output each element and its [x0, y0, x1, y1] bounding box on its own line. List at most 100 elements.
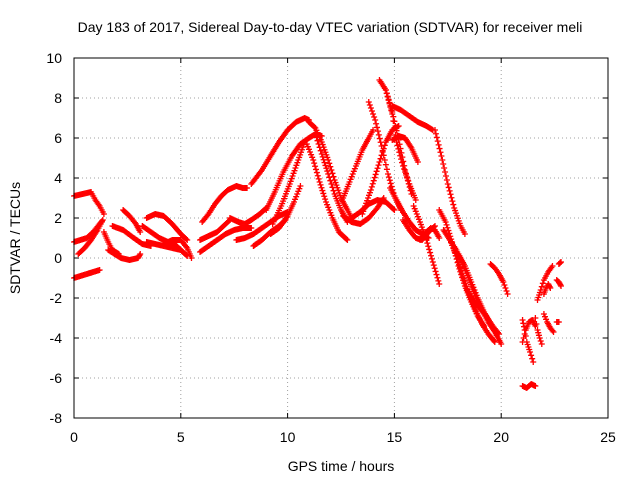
series-arc-19 — [248, 115, 312, 187]
data-point — [325, 171, 332, 177]
data-point — [344, 237, 351, 243]
data-point — [529, 355, 536, 362]
data-point — [436, 235, 443, 241]
data-point — [290, 170, 297, 177]
data-point — [423, 237, 430, 243]
data-point — [432, 130, 439, 137]
y-tick-label: 4 — [54, 170, 62, 186]
data-point — [557, 281, 564, 288]
data-point — [549, 327, 556, 334]
data-point — [395, 145, 402, 152]
data-point — [434, 138, 441, 145]
data-point — [317, 181, 324, 188]
y-tick-label: -8 — [50, 410, 63, 426]
data-point — [415, 216, 422, 223]
data-point — [442, 173, 449, 179]
data-point — [310, 157, 317, 163]
data-point — [390, 118, 397, 124]
x-tick-label: 15 — [387, 429, 403, 445]
data-point — [319, 187, 326, 194]
data-point — [401, 166, 408, 172]
data-point — [183, 243, 190, 250]
data-point — [314, 172, 321, 179]
data-point — [359, 211, 366, 217]
data-point — [370, 127, 377, 133]
data-point — [293, 162, 300, 169]
data-point — [364, 197, 371, 204]
data-point — [327, 163, 334, 170]
data-point — [283, 214, 290, 221]
data-point — [557, 259, 564, 266]
data-point — [327, 177, 334, 184]
data-point — [469, 281, 476, 288]
series-arc-38 — [417, 225, 443, 243]
data-point — [289, 173, 296, 179]
data-point — [382, 161, 389, 168]
data-point — [316, 179, 323, 185]
series-arc-14 — [197, 225, 255, 255]
series-arc-48 — [519, 381, 539, 391]
data-point — [473, 292, 480, 299]
data-point — [366, 102, 373, 108]
series-arc-45 — [487, 261, 511, 297]
y-tick-label: 6 — [54, 130, 62, 146]
data-point — [375, 162, 382, 169]
data-point — [183, 236, 190, 242]
data-point — [321, 159, 328, 166]
data-point — [318, 151, 325, 157]
data-point — [371, 174, 378, 181]
data-point — [292, 165, 299, 171]
series-arc-21 — [269, 139, 308, 227]
data-point — [405, 178, 412, 184]
data-point — [534, 327, 541, 333]
data-point — [378, 143, 385, 149]
data-point — [296, 185, 303, 192]
data-point — [374, 128, 381, 135]
data-point — [330, 173, 337, 180]
data-point — [434, 274, 441, 281]
data-point — [520, 320, 527, 327]
series-arc-52 — [540, 281, 554, 297]
data-point — [366, 192, 373, 199]
series-arc-16 — [226, 205, 270, 227]
y-tick-label: -6 — [50, 370, 63, 386]
data-point — [303, 141, 310, 147]
data-point — [292, 196, 299, 203]
data-point — [328, 212, 335, 219]
series-arc-27 — [340, 127, 377, 201]
data-point — [374, 165, 381, 172]
data-point — [444, 224, 451, 231]
series-arc-32 — [382, 87, 419, 203]
data-point — [538, 283, 545, 290]
series-arc-54 — [555, 259, 565, 267]
data-point — [381, 142, 388, 149]
data-point — [444, 181, 451, 187]
data-point — [329, 184, 336, 191]
data-point — [321, 193, 328, 200]
data-point — [381, 157, 388, 163]
data-point — [528, 352, 535, 359]
data-point — [297, 183, 304, 189]
data-point — [435, 277, 442, 284]
data-point — [362, 203, 369, 209]
data-point — [412, 197, 419, 203]
data-point — [348, 173, 355, 180]
data-point — [558, 283, 565, 289]
data-point — [530, 359, 537, 365]
data-point — [404, 175, 411, 181]
data-point — [312, 163, 319, 170]
data-point — [311, 124, 318, 131]
data-point — [555, 319, 562, 325]
data-point — [294, 159, 301, 166]
data-point — [367, 187, 374, 193]
series-arc-53 — [553, 277, 565, 289]
data-point — [491, 339, 498, 345]
plot-frame — [73, 57, 609, 419]
data-point — [304, 143, 311, 150]
y-tick-label: -2 — [50, 290, 63, 306]
data-point — [315, 141, 322, 147]
data-point — [391, 207, 398, 213]
data-point — [448, 194, 455, 201]
series-arc-34 — [389, 133, 421, 165]
data-point — [426, 246, 433, 253]
